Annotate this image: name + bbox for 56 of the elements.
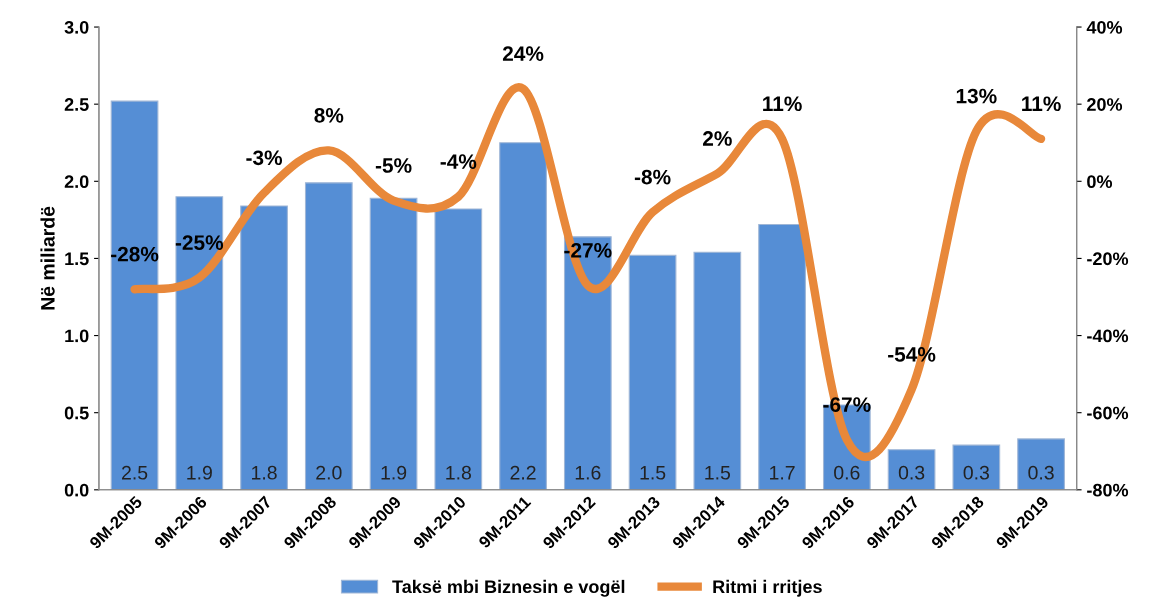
data-label: 0.3 bbox=[1028, 465, 1054, 480]
bar bbox=[175, 196, 224, 490]
data-label: 0.3 bbox=[898, 465, 925, 480]
y-tick-label: 0.0 bbox=[64, 483, 89, 497]
data-label: -5% bbox=[375, 158, 412, 173]
data-label: 1.9 bbox=[187, 465, 212, 480]
y-tick-label: 3.0 bbox=[64, 20, 89, 34]
data-label: 2.5 bbox=[122, 465, 148, 480]
y2-tick-label: -80% bbox=[1087, 483, 1129, 497]
y-tick-label: 2.5 bbox=[64, 98, 89, 111]
y2-tick-label: -60% bbox=[1087, 406, 1129, 420]
y2-tick-label: 40% bbox=[1086, 20, 1123, 34]
bar bbox=[628, 254, 677, 490]
data-label: 1.9 bbox=[381, 465, 407, 480]
data-label: 0.6 bbox=[834, 465, 860, 480]
y-axis-title: Në miliardë bbox=[40, 206, 55, 310]
data-label: 1.5 bbox=[705, 466, 731, 480]
bar bbox=[434, 208, 483, 490]
data-label: 13% bbox=[956, 88, 997, 104]
y2-tick-label: -40% bbox=[1087, 329, 1129, 343]
legend-label: Taksë mbi Biznesin e vogël bbox=[392, 579, 625, 597]
bar bbox=[240, 205, 288, 490]
bar bbox=[693, 251, 742, 490]
data-label: -25% bbox=[175, 235, 224, 250]
data-label: 11% bbox=[763, 96, 802, 112]
y2-tick-label: 20% bbox=[1087, 98, 1123, 111]
legend-label: Ritmi i rritjes bbox=[713, 579, 822, 597]
y-tick-label: 1.0 bbox=[65, 329, 89, 343]
bar bbox=[499, 142, 547, 490]
data-label: 1.7 bbox=[770, 466, 795, 480]
bar bbox=[1017, 438, 1065, 490]
data-label: -3% bbox=[246, 150, 283, 166]
bar bbox=[369, 197, 418, 490]
data-label: 1.8 bbox=[252, 465, 277, 480]
y-tick-label: 2.0 bbox=[64, 175, 89, 189]
bar bbox=[952, 444, 1001, 490]
y-tick-label: 0.5 bbox=[64, 406, 89, 420]
data-label: 8% bbox=[314, 107, 344, 123]
data-label: 2.0 bbox=[316, 465, 342, 480]
bar bbox=[758, 223, 806, 490]
data-label: 11% bbox=[1022, 96, 1061, 112]
data-label: 1.5 bbox=[640, 466, 666, 480]
data-label: -8% bbox=[634, 169, 671, 185]
data-label: 2% bbox=[702, 131, 732, 146]
data-label: 1.8 bbox=[446, 465, 471, 480]
data-label: 24% bbox=[502, 46, 544, 61]
y-tick-label: 1.5 bbox=[65, 252, 89, 266]
y2-tick-label: -20% bbox=[1087, 252, 1129, 266]
bar bbox=[304, 182, 353, 490]
data-label: 1.6 bbox=[575, 465, 601, 480]
bar bbox=[110, 100, 159, 490]
bar bbox=[887, 449, 936, 490]
data-label: 2.2 bbox=[510, 465, 536, 480]
data-label: 0.3 bbox=[963, 465, 989, 480]
y2-tick-label: 0% bbox=[1087, 175, 1113, 189]
bar bbox=[563, 236, 612, 490]
